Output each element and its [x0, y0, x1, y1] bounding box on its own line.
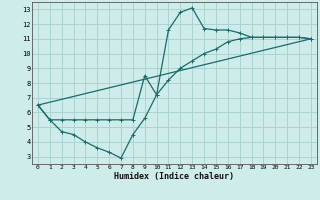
X-axis label: Humidex (Indice chaleur): Humidex (Indice chaleur) [115, 172, 234, 181]
